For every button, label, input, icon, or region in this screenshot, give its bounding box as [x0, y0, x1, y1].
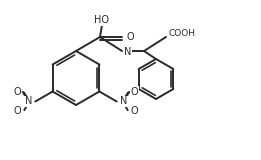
Text: N: N	[25, 96, 32, 107]
Text: O: O	[131, 87, 138, 97]
Text: COOH: COOH	[169, 28, 196, 37]
Text: N: N	[124, 47, 131, 57]
Text: N: N	[120, 96, 127, 107]
Text: O: O	[131, 106, 138, 116]
Text: O: O	[127, 32, 135, 42]
Text: O: O	[14, 106, 21, 116]
Text: HO: HO	[94, 15, 110, 25]
Text: O: O	[14, 87, 21, 97]
